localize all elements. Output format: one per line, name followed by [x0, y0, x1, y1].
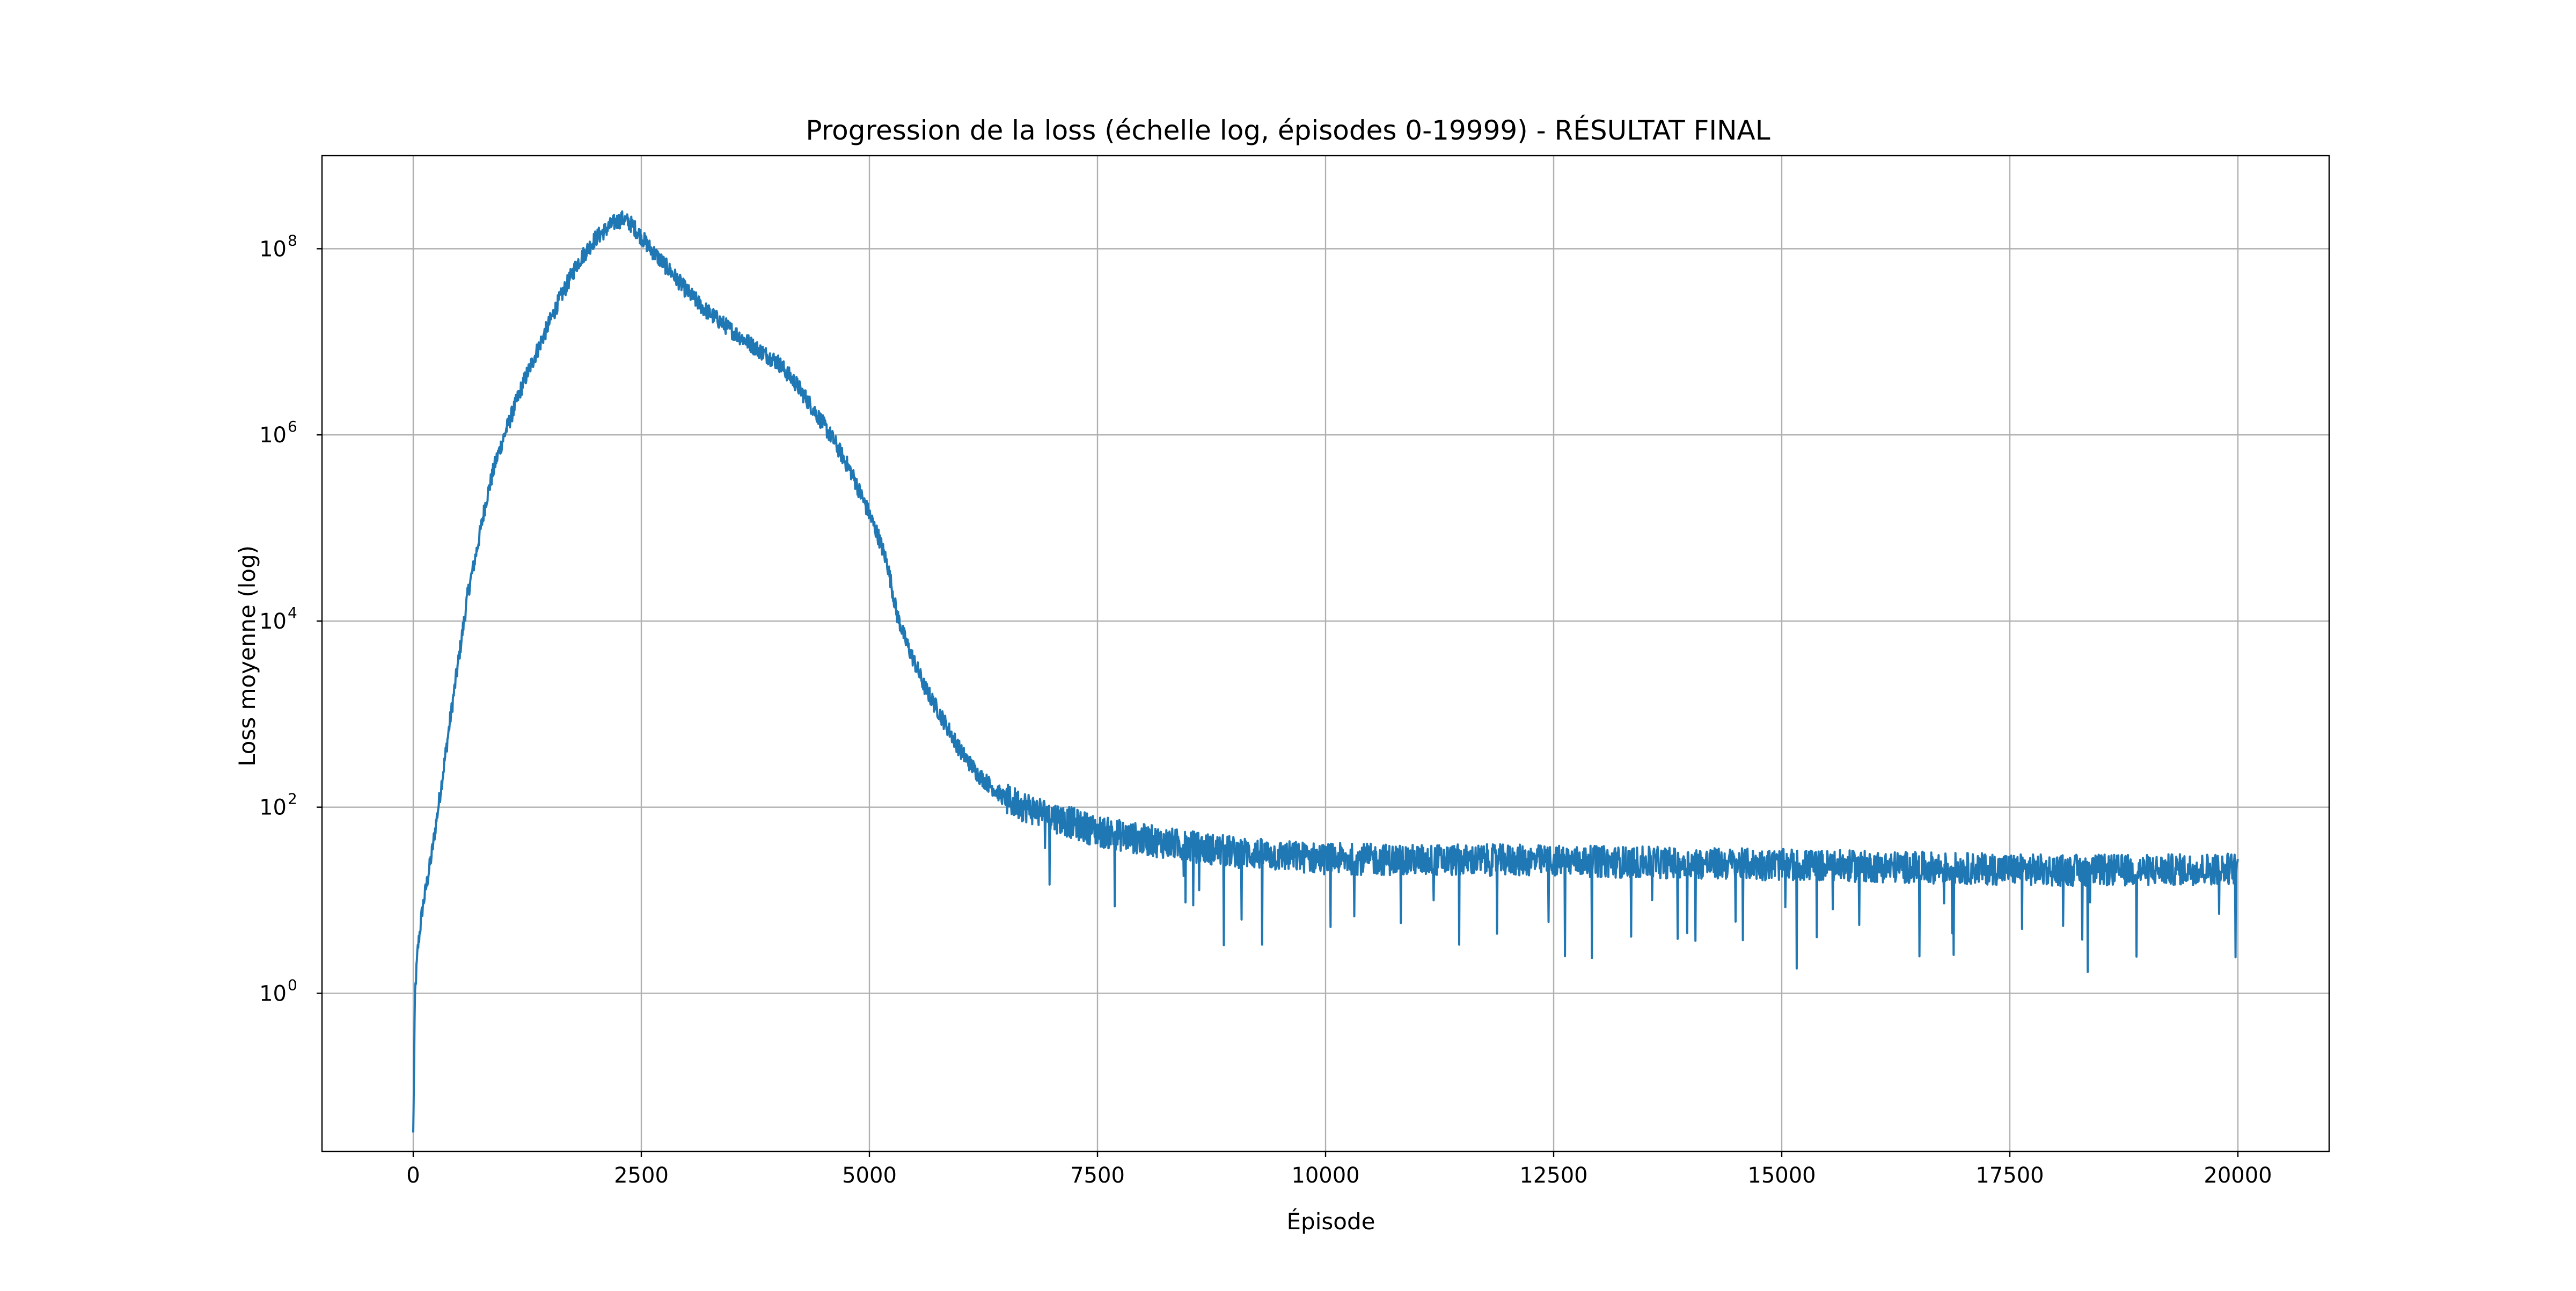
y-tick-exponent: 6	[288, 418, 297, 435]
y-tick-exponent: 0	[288, 976, 297, 994]
y-tick-label: 10	[259, 423, 287, 448]
x-axis-label: Épisode	[1287, 1208, 1375, 1235]
x-tick-label: 5000	[842, 1163, 897, 1188]
x-tick-label: 2500	[614, 1163, 669, 1188]
y-axis-label: Loss moyenne (log)	[234, 545, 260, 767]
y-tick-label: 10	[259, 796, 287, 820]
x-tick-label: 10000	[1291, 1163, 1359, 1188]
y-tick-exponent: 8	[288, 231, 297, 249]
y-tick-exponent: 2	[288, 790, 297, 808]
x-tick-label: 0	[406, 1163, 420, 1188]
x-axis-ticks: 0 2500 5000 7500 10000 12500 15000 17500 20000	[406, 1151, 2272, 1188]
x-tick-label: 15000	[1747, 1163, 1816, 1188]
y-tick-label: 10	[259, 609, 287, 634]
chart-title: Progression de la loss (échelle log, épi…	[806, 114, 1770, 146]
y-tick-exponent: 4	[288, 604, 297, 622]
x-tick-label: 12500	[1519, 1163, 1587, 1188]
y-tick-label: 10	[259, 237, 287, 261]
y-tick-label: 10	[259, 981, 287, 1006]
loss-series-line	[412, 210, 2239, 1133]
plot-lines	[412, 210, 2239, 1133]
x-tick-label: 17500	[1975, 1163, 2044, 1188]
x-tick-label: 20000	[2204, 1163, 2272, 1188]
grid	[322, 156, 2329, 1151]
x-tick-label: 7500	[1070, 1163, 1125, 1188]
